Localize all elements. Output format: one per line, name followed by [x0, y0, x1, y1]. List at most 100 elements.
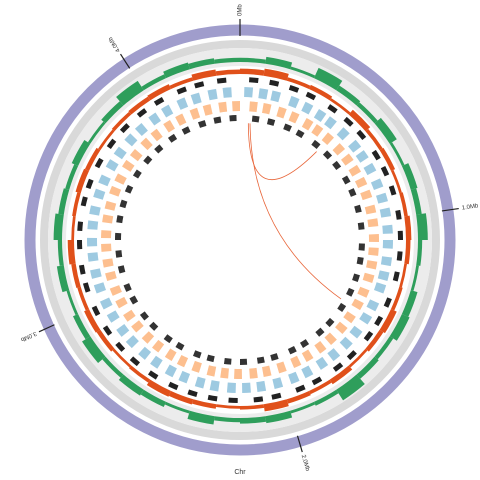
reverse-gene	[122, 159, 135, 172]
reverse-gene	[357, 286, 370, 298]
tick-mark	[296, 435, 303, 453]
gc-bar	[313, 389, 339, 406]
forward-gene	[87, 237, 98, 247]
inner-mark	[223, 358, 232, 365]
forward-gene	[349, 325, 363, 339]
reverse-gene	[321, 132, 334, 145]
density-bar	[379, 147, 396, 172]
inner-mark	[266, 118, 276, 126]
outer-mark	[136, 108, 148, 118]
gc-bar	[164, 401, 190, 414]
reverse-gene	[176, 354, 189, 368]
forward-gene	[113, 146, 127, 160]
outer-mark	[228, 397, 238, 403]
chromosome-label: Chr	[234, 469, 246, 476]
gc-bar	[374, 117, 397, 144]
forward-gene	[288, 95, 300, 109]
gc-bar	[356, 102, 378, 124]
gc-bar	[240, 416, 267, 424]
outer-mark	[119, 123, 130, 134]
forward-gene	[363, 162, 377, 176]
density-bar	[71, 215, 76, 240]
density-bar	[263, 399, 289, 412]
forward-gene	[376, 192, 388, 204]
link	[247, 123, 317, 180]
inner-mark	[139, 311, 149, 321]
inner-mark	[116, 215, 124, 224]
inner-mark	[348, 188, 357, 197]
forward-gene	[355, 150, 369, 163]
forward-gene	[178, 370, 191, 384]
inner-mark	[346, 287, 355, 297]
reverse-gene	[368, 247, 379, 256]
forward-gene	[258, 88, 269, 100]
reverse-gene	[276, 106, 287, 119]
reverse-gene	[218, 101, 228, 113]
inner-mark	[315, 327, 325, 337]
density-bar	[348, 348, 368, 368]
inner-mark	[311, 139, 321, 149]
tick-mark	[38, 324, 55, 333]
outer-mark	[153, 96, 165, 106]
outer-mark	[85, 178, 94, 190]
gc-bar	[56, 265, 70, 293]
inner-mark	[175, 341, 185, 351]
reverse-gene	[335, 321, 348, 334]
forward-gene	[382, 240, 394, 249]
density-bar	[128, 365, 151, 383]
gc-bar	[410, 188, 422, 215]
forward-gene	[226, 382, 236, 393]
density-bar	[84, 308, 101, 333]
gc-bar	[57, 240, 64, 266]
outer-mark	[305, 91, 317, 101]
reverse-gene	[332, 143, 346, 156]
gc-bar	[389, 142, 405, 167]
gc-bar	[116, 80, 144, 106]
inner-mark	[163, 334, 173, 344]
density-bar	[329, 98, 351, 115]
reverse-gene	[150, 128, 163, 142]
density-bar	[147, 84, 172, 101]
inner-mark	[332, 160, 342, 171]
outer-mark	[168, 381, 179, 391]
outer-mark	[383, 297, 392, 308]
density-bar	[215, 69, 240, 76]
inner-mark	[119, 199, 128, 209]
outer-mark	[187, 389, 198, 398]
reverse-gene	[141, 331, 155, 344]
forward-gene	[87, 252, 99, 262]
reverse-gene	[360, 189, 373, 201]
outer-mark	[388, 185, 397, 196]
gc-bar	[336, 85, 361, 106]
outer-mark	[102, 325, 113, 336]
inner-mark	[256, 356, 265, 364]
density-bar	[308, 84, 333, 101]
forward-gene	[207, 88, 218, 101]
density-bar	[128, 96, 151, 115]
inner-mark	[181, 126, 191, 135]
forward-gene	[98, 174, 111, 187]
outer-mark	[397, 230, 403, 240]
reverse-gene	[362, 272, 375, 283]
reverse-gene	[290, 355, 302, 369]
outer-mark	[288, 84, 300, 93]
density-bar	[67, 240, 76, 265]
gc-bar	[101, 101, 124, 124]
forward-gene	[93, 282, 107, 294]
inner-mark	[213, 116, 222, 124]
reverse-gene	[123, 309, 136, 322]
forward-gene	[301, 101, 314, 115]
inner-mark	[299, 339, 310, 348]
reverse-gene	[114, 173, 127, 185]
outer-mark	[94, 157, 104, 169]
forward-gene	[242, 382, 251, 393]
gc-bar	[163, 62, 190, 79]
tick-label: 3.0Mb	[19, 330, 37, 343]
gc-bar	[265, 56, 293, 70]
gc-bar	[356, 356, 379, 379]
reverse-gene	[102, 214, 114, 224]
density-bar	[308, 379, 332, 395]
reverse-gene	[364, 204, 377, 215]
gc-bar	[401, 163, 418, 190]
